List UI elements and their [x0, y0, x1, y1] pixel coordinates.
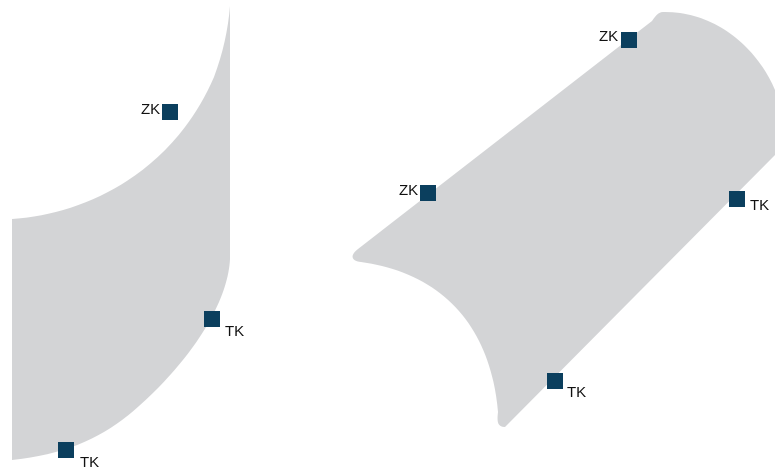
right-left-zk-marker — [420, 185, 436, 201]
right-bottom-tk-marker — [547, 373, 563, 389]
right-right-tk-label: TK — [750, 197, 769, 214]
right-curved-profile-shape — [352, 11, 775, 427]
left-curved-profile-shape — [12, 6, 230, 460]
right-top-zk-label: ZK — [599, 28, 618, 45]
right-right-tk-marker — [729, 191, 745, 207]
right-shape-group: ZK ZK TK TK — [352, 11, 775, 427]
right-left-zk-label: ZK — [399, 182, 418, 199]
left-lower-tk-marker — [58, 442, 74, 458]
left-upper-zk-marker — [162, 104, 178, 120]
right-top-zk-marker — [621, 32, 637, 48]
left-middle-tk-label: TK — [225, 323, 244, 340]
right-bottom-tk-label: TK — [567, 384, 586, 401]
left-middle-tk-marker — [204, 311, 220, 327]
left-shape-group: ZK TK TK — [12, 6, 244, 468]
left-lower-tk-label: TK — [80, 454, 99, 468]
left-upper-zk-label: ZK — [141, 101, 160, 118]
